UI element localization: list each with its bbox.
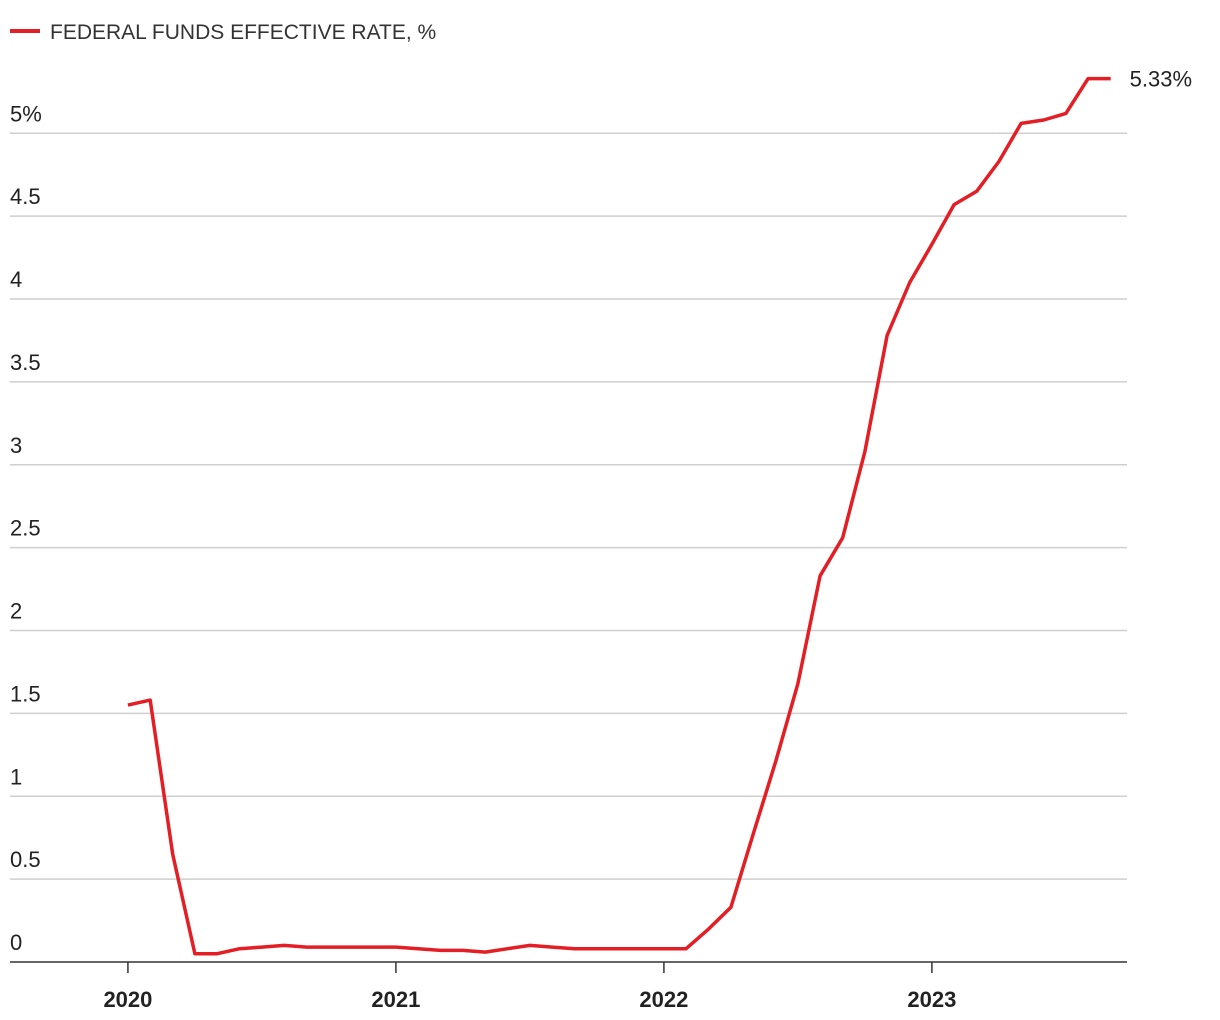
- data-line: [127, 76, 1111, 956]
- y-tick-label: 4.5: [10, 184, 41, 209]
- y-tick-label: 1.5: [10, 681, 41, 706]
- y-tick-label: 5%: [10, 101, 42, 126]
- value-label: 5.33%: [1130, 67, 1192, 92]
- x-tick-label: 2021: [371, 987, 420, 1012]
- x-tick-label: 2022: [639, 987, 688, 1012]
- y-tick-label: 4: [10, 267, 22, 292]
- y-tick-label: 1: [10, 764, 22, 789]
- y-tick-label: 0.5: [10, 847, 41, 872]
- y-tick-label: 0: [10, 930, 22, 955]
- y-tick-label: 2: [10, 599, 22, 624]
- y-tick-label: 3: [10, 433, 22, 458]
- x-tick-label: 2020: [103, 987, 152, 1012]
- y-tick-label: 3.5: [10, 350, 41, 375]
- x-tick-label: 2023: [907, 987, 956, 1012]
- y-tick-label: 2.5: [10, 516, 41, 541]
- legend-label: FEDERAL FUNDS EFFECTIVE RATE, %: [50, 21, 436, 44]
